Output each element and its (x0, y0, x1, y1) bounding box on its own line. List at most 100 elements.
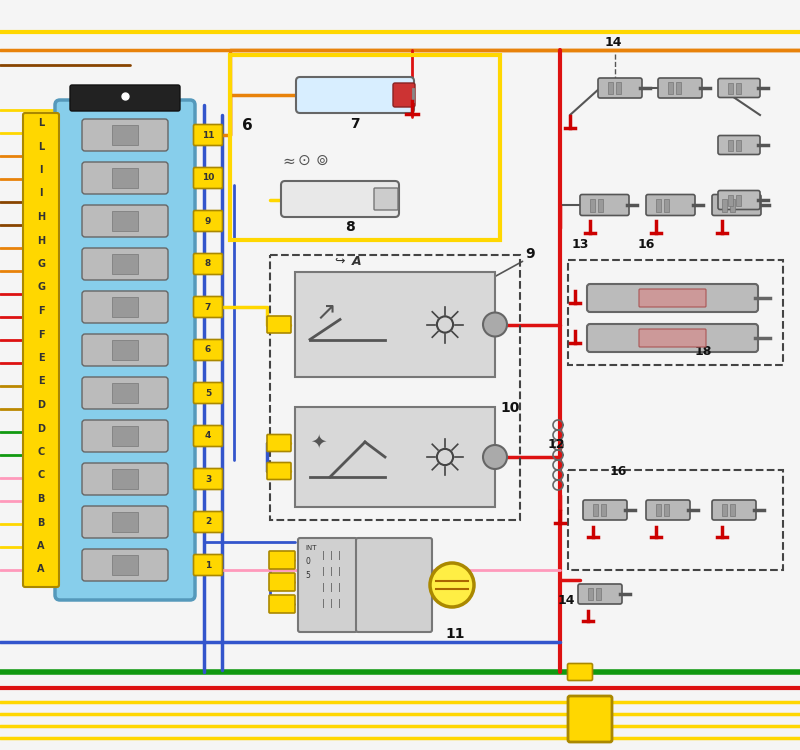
FancyBboxPatch shape (194, 124, 222, 146)
Text: B: B (38, 494, 45, 504)
Bar (270, 255, 520, 520)
Bar (722, 504, 727, 516)
Bar (601, 504, 606, 516)
Bar (590, 199, 595, 211)
FancyBboxPatch shape (82, 162, 168, 194)
FancyBboxPatch shape (194, 340, 222, 361)
FancyBboxPatch shape (82, 334, 168, 366)
FancyBboxPatch shape (712, 500, 756, 520)
FancyBboxPatch shape (269, 573, 295, 591)
FancyBboxPatch shape (718, 190, 760, 209)
Text: B: B (38, 518, 45, 527)
Text: C: C (38, 470, 45, 481)
Bar (230, 55, 500, 240)
Text: |: | (338, 599, 341, 608)
FancyBboxPatch shape (567, 664, 593, 680)
Text: A: A (38, 565, 45, 574)
Text: 18: 18 (695, 345, 712, 358)
Text: 11: 11 (202, 130, 214, 140)
FancyBboxPatch shape (194, 296, 222, 317)
Bar (730, 504, 735, 516)
Text: 10: 10 (202, 173, 214, 182)
Text: C: C (38, 447, 45, 457)
Bar (112, 168, 138, 188)
Text: 9: 9 (205, 217, 211, 226)
Text: F: F (38, 329, 44, 340)
Text: ✦: ✦ (310, 432, 326, 451)
Text: |: | (322, 551, 325, 560)
FancyBboxPatch shape (568, 696, 612, 742)
FancyBboxPatch shape (267, 434, 291, 451)
Text: 6: 6 (205, 346, 211, 355)
FancyBboxPatch shape (712, 194, 761, 215)
Bar (112, 125, 138, 145)
Bar (568, 260, 783, 365)
FancyBboxPatch shape (194, 469, 222, 490)
FancyBboxPatch shape (194, 211, 222, 232)
FancyBboxPatch shape (82, 291, 168, 323)
FancyBboxPatch shape (281, 181, 399, 217)
Text: H: H (37, 236, 45, 245)
Text: $\odot$: $\odot$ (297, 153, 310, 168)
Text: 13: 13 (572, 238, 590, 251)
FancyBboxPatch shape (267, 463, 291, 479)
Text: E: E (38, 376, 44, 386)
FancyBboxPatch shape (356, 538, 432, 632)
Bar (676, 82, 681, 94)
FancyBboxPatch shape (587, 284, 758, 312)
Text: 9: 9 (525, 247, 534, 261)
Text: 8: 8 (345, 220, 355, 234)
Text: G: G (37, 259, 45, 269)
Bar (722, 199, 727, 211)
Text: D: D (37, 400, 45, 410)
Text: L: L (38, 118, 44, 128)
FancyBboxPatch shape (658, 78, 702, 98)
Text: A: A (38, 541, 45, 551)
Bar (736, 194, 741, 206)
Text: 4: 4 (205, 431, 211, 440)
Bar (112, 512, 138, 532)
Bar (112, 211, 138, 231)
Text: 16: 16 (638, 238, 655, 251)
Bar (656, 504, 661, 516)
Bar (668, 82, 673, 94)
Text: 16: 16 (610, 465, 627, 478)
Bar (112, 555, 138, 575)
FancyBboxPatch shape (583, 500, 627, 520)
Bar (112, 383, 138, 403)
FancyBboxPatch shape (393, 83, 415, 107)
FancyBboxPatch shape (82, 549, 168, 581)
Bar (593, 504, 598, 516)
FancyBboxPatch shape (82, 463, 168, 495)
FancyBboxPatch shape (70, 85, 180, 111)
FancyBboxPatch shape (639, 289, 706, 307)
FancyBboxPatch shape (55, 100, 195, 600)
FancyBboxPatch shape (646, 194, 695, 215)
Circle shape (430, 563, 474, 607)
Text: |: | (322, 567, 325, 576)
Text: H: H (37, 212, 45, 222)
Text: I: I (39, 188, 42, 199)
FancyBboxPatch shape (194, 554, 222, 575)
Text: |: | (330, 583, 333, 592)
Text: $\circledcirc$: $\circledcirc$ (315, 153, 328, 168)
Text: 7: 7 (205, 302, 211, 311)
Text: 0: 0 (305, 557, 310, 566)
Text: 8: 8 (205, 260, 211, 268)
Text: |: | (322, 583, 325, 592)
Bar (588, 588, 593, 600)
Bar (664, 199, 669, 211)
Bar (598, 199, 603, 211)
Text: L: L (38, 142, 44, 152)
Text: I: I (39, 165, 42, 175)
FancyBboxPatch shape (578, 584, 622, 604)
Bar (112, 340, 138, 360)
Text: 5: 5 (305, 571, 310, 580)
Text: 1: 1 (205, 560, 211, 569)
Circle shape (483, 313, 507, 337)
FancyBboxPatch shape (82, 377, 168, 409)
Bar (112, 426, 138, 446)
Bar (728, 194, 733, 206)
Text: 10: 10 (500, 401, 519, 415)
Bar (728, 82, 733, 94)
